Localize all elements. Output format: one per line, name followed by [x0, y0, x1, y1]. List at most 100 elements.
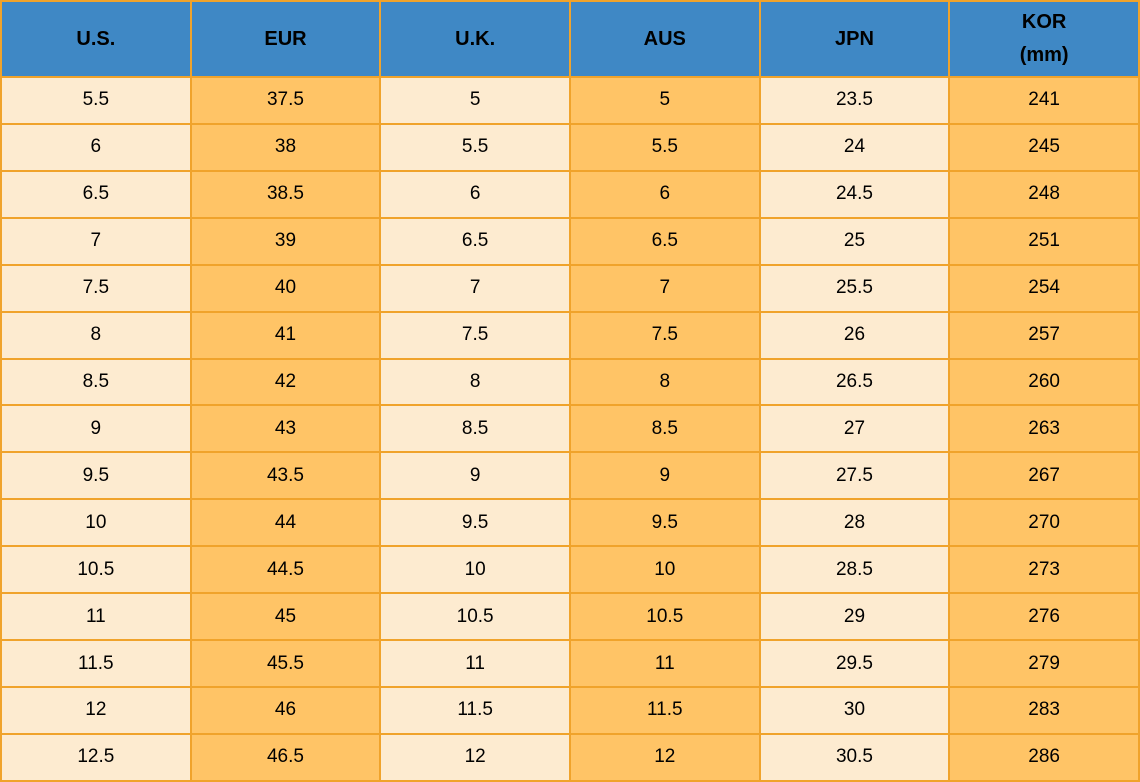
- table-cell: 10.5: [0, 545, 192, 595]
- table-cell: 9: [0, 404, 192, 454]
- table-cell: 6.5: [379, 216, 571, 266]
- table-body: 5.5 37.5 5 5 23.5 241 6 38 5.5 5.5 24 245 6.5 38.5 6 6 2…: [0, 76, 1140, 782]
- table-cell: 11: [0, 592, 192, 642]
- table-cell: 12: [568, 732, 761, 782]
- table-cell: 8.5: [379, 404, 571, 454]
- table-cell: 241: [948, 76, 1140, 125]
- table-cell: 25.5: [758, 263, 951, 313]
- table-cell: 257: [948, 310, 1140, 360]
- table-cell: 38: [189, 122, 382, 172]
- column-header-u-s: U.S.: [0, 0, 192, 78]
- table-row: 9 43 8.5 8.5 27 263: [0, 404, 1140, 454]
- table-cell: 8: [379, 357, 571, 407]
- table-cell: 276: [948, 592, 1140, 642]
- column-header-eur: EUR: [189, 0, 382, 78]
- table-cell: 7.5: [0, 263, 192, 313]
- table-row: 10 44 9.5 9.5 28 270: [0, 498, 1140, 548]
- table-cell: 11: [568, 639, 761, 688]
- table-cell: 30.5: [758, 732, 951, 782]
- table-cell: 6.5: [568, 216, 761, 266]
- table-cell: 7: [0, 216, 192, 266]
- table-row: 5.5 37.5 5 5 23.5 241: [0, 76, 1140, 125]
- table-cell: 5.5: [0, 76, 192, 125]
- table-cell: 9.5: [0, 451, 192, 501]
- table-cell: 11: [379, 639, 571, 688]
- table-cell: 12: [379, 732, 571, 782]
- table-cell: 23.5: [758, 76, 951, 125]
- table-cell: 9.5: [568, 498, 761, 548]
- table-row: 11 45 10.5 10.5 29 276: [0, 592, 1140, 642]
- table-cell: 245: [948, 122, 1140, 172]
- table-cell: 28.5: [758, 545, 951, 595]
- column-header-u-k: U.K.: [379, 0, 571, 78]
- table-cell: 38.5: [189, 169, 382, 219]
- table-cell: 45: [189, 592, 382, 642]
- table-cell: 12: [0, 685, 192, 735]
- column-header-jpn: JPN: [758, 0, 951, 78]
- table-row: 12 46 11.5 11.5 30 283: [0, 685, 1140, 735]
- table-row: 12.5 46.5 12 12 30.5 286: [0, 732, 1140, 782]
- table-cell: 39: [189, 216, 382, 266]
- table-cell: 12.5: [0, 732, 192, 782]
- table-header: U.S. EUR U.K. AUS JPN KOR (mm): [0, 0, 1140, 78]
- table-cell: 6: [379, 169, 571, 219]
- table-cell: 11.5: [0, 639, 192, 688]
- table-cell: 5.5: [379, 122, 571, 172]
- table-cell: 6: [568, 169, 761, 219]
- table-cell: 24: [758, 122, 951, 172]
- table-cell: 10: [568, 545, 761, 595]
- table-cell: 273: [948, 545, 1140, 595]
- table-cell: 5.5: [568, 122, 761, 172]
- table-cell: 9: [379, 451, 571, 501]
- table-cell: 46: [189, 685, 382, 735]
- table-row: 6.5 38.5 6 6 24.5 248: [0, 169, 1140, 219]
- table-cell: 45.5: [189, 639, 382, 688]
- table-row: 8 41 7.5 7.5 26 257: [0, 310, 1140, 360]
- table-cell: 5: [568, 76, 761, 125]
- table-cell: 43.5: [189, 451, 382, 501]
- table-row: 8.5 42 8 8 26.5 260: [0, 357, 1140, 407]
- table-cell: 27.5: [758, 451, 951, 501]
- table-cell: 11.5: [379, 685, 571, 735]
- table-cell: 254: [948, 263, 1140, 313]
- table-cell: 6: [0, 122, 192, 172]
- table-row: 10.5 44.5 10 10 28.5 273: [0, 545, 1140, 595]
- table-cell: 30: [758, 685, 951, 735]
- table-row: 7.5 40 7 7 25.5 254: [0, 263, 1140, 313]
- table-cell: 7.5: [379, 310, 571, 360]
- table-cell: 43: [189, 404, 382, 454]
- column-header-kor-mm: KOR (mm): [948, 0, 1140, 78]
- table-cell: 6.5: [0, 169, 192, 219]
- table-cell: 40: [189, 263, 382, 313]
- table-cell: 7: [568, 263, 761, 313]
- table-cell: 37.5: [189, 76, 382, 125]
- table-cell: 270: [948, 498, 1140, 548]
- table-cell: 5: [379, 76, 571, 125]
- table-cell: 267: [948, 451, 1140, 501]
- table-cell: 248: [948, 169, 1140, 219]
- table-cell: 251: [948, 216, 1140, 266]
- table-cell: 260: [948, 357, 1140, 407]
- table-cell: 42: [189, 357, 382, 407]
- table-cell: 283: [948, 685, 1140, 735]
- table-cell: 8: [0, 310, 192, 360]
- table-cell: 46.5: [189, 732, 382, 782]
- table-cell: 7: [379, 263, 571, 313]
- table-cell: 24.5: [758, 169, 951, 219]
- table-cell: 8.5: [568, 404, 761, 454]
- header-row: U.S. EUR U.K. AUS JPN KOR (mm): [0, 0, 1140, 78]
- table-cell: 25: [758, 216, 951, 266]
- table-row: 7 39 6.5 6.5 25 251: [0, 216, 1140, 266]
- table-cell: 10: [0, 498, 192, 548]
- table-cell: 27: [758, 404, 951, 454]
- table-cell: 7.5: [568, 310, 761, 360]
- table-cell: 41: [189, 310, 382, 360]
- table-cell: 8: [568, 357, 761, 407]
- table-cell: 279: [948, 639, 1140, 688]
- table-cell: 10: [379, 545, 571, 595]
- table-cell: 29.5: [758, 639, 951, 688]
- column-header-aus: AUS: [568, 0, 761, 78]
- table-cell: 10.5: [379, 592, 571, 642]
- table-row: 11.5 45.5 11 11 29.5 279: [0, 639, 1140, 688]
